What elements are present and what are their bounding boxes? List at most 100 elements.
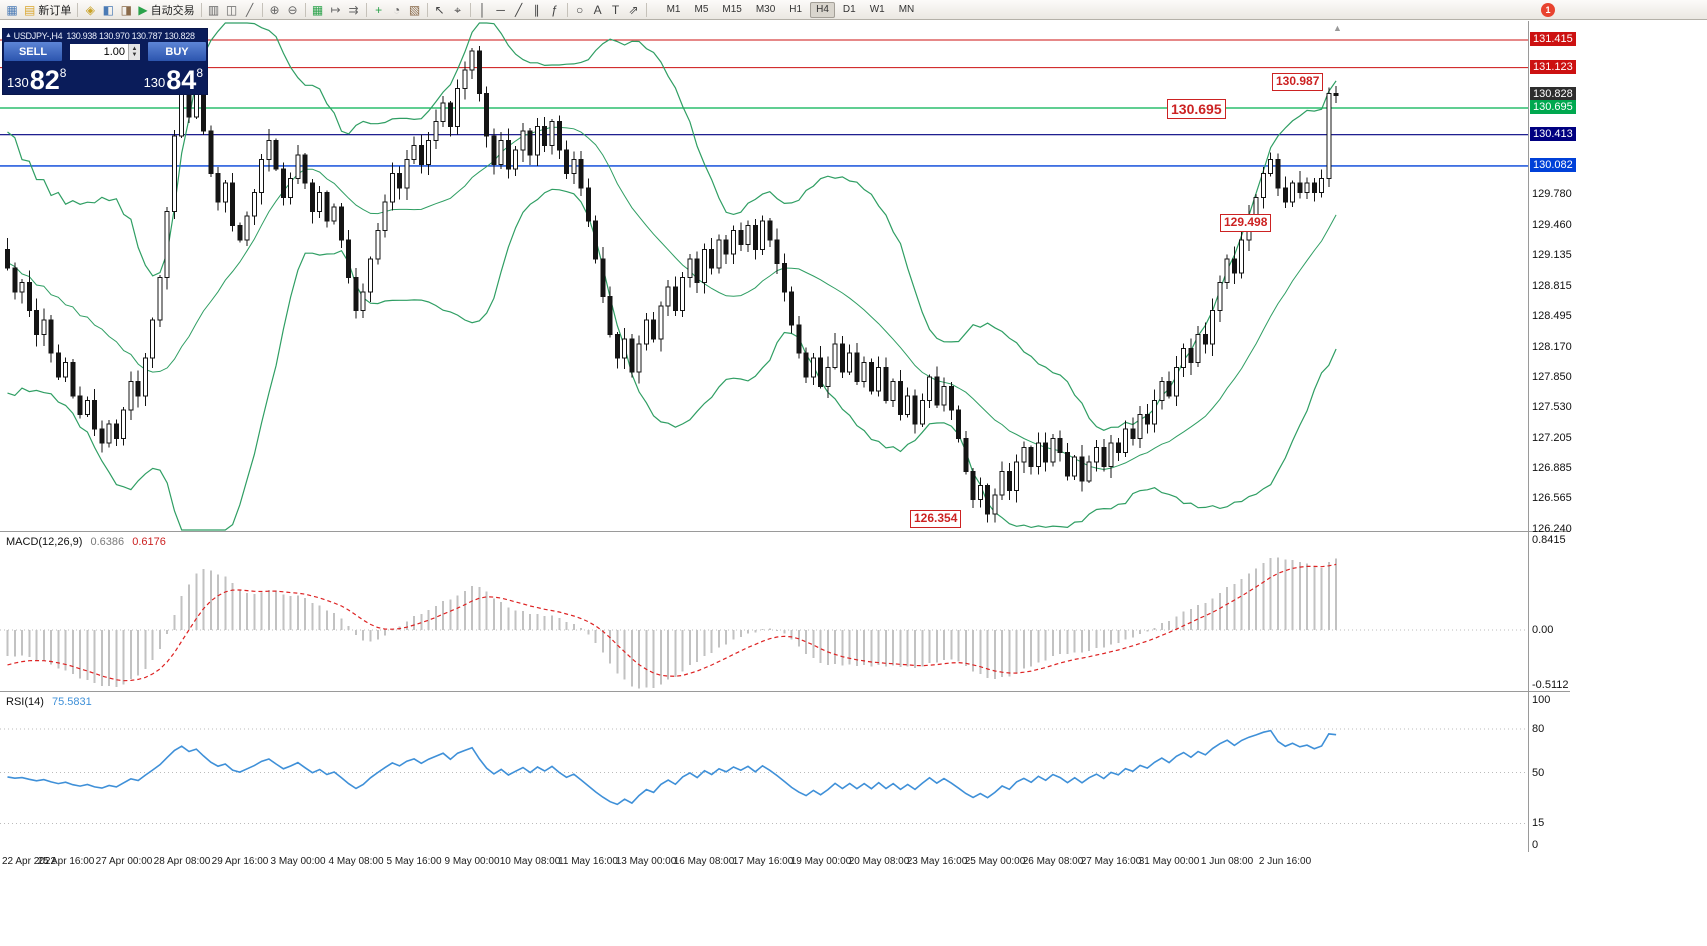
spinner-down-icon[interactable]: ▼: [131, 51, 138, 58]
timeframe-mn[interactable]: MN: [898, 4, 915, 15]
price-tick: 126.240: [1532, 523, 1572, 535]
navigator-icon: ◨: [120, 2, 133, 17]
panel-divider[interactable]: [0, 531, 1570, 532]
rsi-axis-tick: 15: [1532, 817, 1545, 829]
zoom-out-icon: ⊖: [287, 2, 298, 17]
time-tick: 19 May 00:00: [790, 856, 852, 867]
navigator-button[interactable]: ◨: [117, 1, 135, 19]
auto-trading-button[interactable]: ▶ 自动交易: [135, 1, 197, 19]
price-annotation[interactable]: 129.498: [1220, 214, 1272, 232]
chart-symbol-header: ▲ USDJPY-,H4 130.938 130.970 130.787 130…: [3, 29, 207, 42]
rsi-name: RSI(14): [6, 696, 44, 708]
price-annotation[interactable]: 130.695: [1167, 99, 1226, 120]
market-watch-button[interactable]: ◈: [81, 1, 99, 19]
chart-shift-button[interactable]: ⇉: [345, 1, 363, 19]
template-button[interactable]: ▧: [406, 1, 424, 19]
timeframe-h4[interactable]: H4: [810, 1, 835, 18]
price-annotation[interactable]: 130.987: [1272, 73, 1324, 91]
volume-spinner[interactable]: ▲ ▼: [128, 43, 140, 60]
vertical-line-button[interactable]: │: [474, 1, 492, 19]
zoom-in-icon: ⊕: [269, 2, 280, 17]
bar-chart-button[interactable]: ▥: [205, 1, 223, 19]
time-tick: 25 May 00:00: [964, 856, 1026, 867]
text-button[interactable]: A: [589, 1, 607, 19]
time-tick: 10 May 08:00: [499, 856, 561, 867]
sell-price[interactable]: 130 82 8: [7, 65, 67, 94]
tile-windows-button[interactable]: ▦: [309, 1, 327, 19]
price-tick: 129.780: [1532, 188, 1572, 200]
fibonacci-button[interactable]: ƒ: [546, 1, 564, 19]
arrows-button[interactable]: ⇗: [625, 1, 643, 19]
auto-trading-icon: ▶: [138, 2, 148, 17]
toolbar-separator: [566, 2, 568, 17]
buy-button[interactable]: BUY: [148, 42, 206, 61]
price-tick: 126.885: [1532, 462, 1572, 474]
sell-button[interactable]: SELL: [4, 42, 62, 61]
fibonacci-icon: ƒ: [551, 2, 558, 17]
cursor-button[interactable]: ↖: [431, 1, 449, 19]
volume-input[interactable]: 1.00: [70, 43, 128, 60]
toolbar-button-label: 自动交易: [150, 4, 195, 17]
timeframe-m30[interactable]: M30: [755, 4, 776, 15]
zoom-out-button[interactable]: ⊖: [284, 1, 302, 19]
indicators-button[interactable]: +: [370, 1, 388, 19]
time-tick: 16 May 08:00: [673, 856, 735, 867]
timeframe-d1[interactable]: D1: [842, 4, 856, 15]
line-chart-button[interactable]: ╱: [241, 1, 259, 19]
indicators-icon: +: [375, 2, 383, 17]
timeframe-w1[interactable]: W1: [869, 4, 885, 15]
rsi-axis-tick: 100: [1532, 694, 1551, 706]
price-tick: 126.565: [1532, 492, 1572, 504]
horizontal-line-button[interactable]: ─: [492, 1, 510, 19]
chart-window-icon: ▦: [6, 2, 18, 17]
toolbar-separator: [645, 2, 647, 17]
time-tick: 13 May 00:00: [615, 856, 677, 867]
chart-shift-marker-icon[interactable]: ▲: [1333, 23, 1342, 33]
rsi-value: 75.5831: [51, 696, 92, 708]
tile-windows-icon: ▦: [311, 2, 324, 17]
trendline-icon: ╱: [514, 2, 523, 17]
periods-button[interactable]: ◔: [388, 1, 406, 19]
toolbar-separator: [261, 2, 263, 17]
buy-price-sup: 8: [196, 65, 203, 80]
label-button[interactable]: T: [607, 1, 625, 19]
panel-divider[interactable]: [0, 691, 1570, 692]
zoom-in-button[interactable]: ⊕: [266, 1, 284, 19]
template-icon: ▧: [408, 2, 421, 17]
symbol-expand-icon[interactable]: ▲: [5, 32, 12, 39]
channel-button[interactable]: ∥: [528, 1, 546, 19]
chart-window-button[interactable]: ▦: [3, 1, 21, 19]
timeframe-h1[interactable]: H1: [789, 4, 803, 15]
toolbar-separator: [426, 2, 428, 17]
label-icon: T: [611, 2, 620, 17]
notification-badge[interactable]: 1: [1541, 3, 1555, 17]
price-tick: 129.460: [1532, 219, 1572, 231]
new-order-button[interactable]: ▤ 新订单: [21, 1, 74, 19]
auto-scroll-button[interactable]: ↦: [327, 1, 345, 19]
timeframe-m5[interactable]: M5: [694, 4, 709, 15]
crosshair-button[interactable]: ⌖: [449, 1, 467, 19]
rsi-axis-tick: 0: [1532, 839, 1539, 851]
sell-price-sup: 8: [59, 65, 67, 80]
timeframe-bar: M1 M5 M15 M30 H1 H4 D1 W1 MN: [660, 1, 922, 18]
buy-price[interactable]: 130 84 8: [144, 65, 203, 94]
price-tick: 127.850: [1532, 371, 1572, 383]
time-tick: 23 May 16:00: [906, 856, 968, 867]
toolbar-separator: [365, 2, 367, 17]
time-tick: 3 May 00:00: [270, 856, 326, 867]
price-annotation[interactable]: 126.354: [910, 510, 962, 528]
time-tick: 27 Apr 00:00: [95, 856, 153, 867]
auto-scroll-icon: ↦: [330, 2, 341, 17]
timeframe-m15[interactable]: M15: [722, 4, 742, 15]
shapes-button[interactable]: ○: [571, 1, 589, 19]
timeframe-m1[interactable]: M1: [666, 4, 681, 15]
data-window-button[interactable]: ◧: [99, 1, 117, 19]
trendline-button[interactable]: ╱: [510, 1, 528, 19]
toolbar-separator: [469, 2, 471, 17]
price-tick: 127.205: [1532, 432, 1572, 444]
candlestick-chart-button[interactable]: ◫: [223, 1, 241, 19]
chart-shift-icon: ⇉: [348, 2, 359, 17]
spinner-up-icon[interactable]: ▲: [131, 45, 138, 52]
